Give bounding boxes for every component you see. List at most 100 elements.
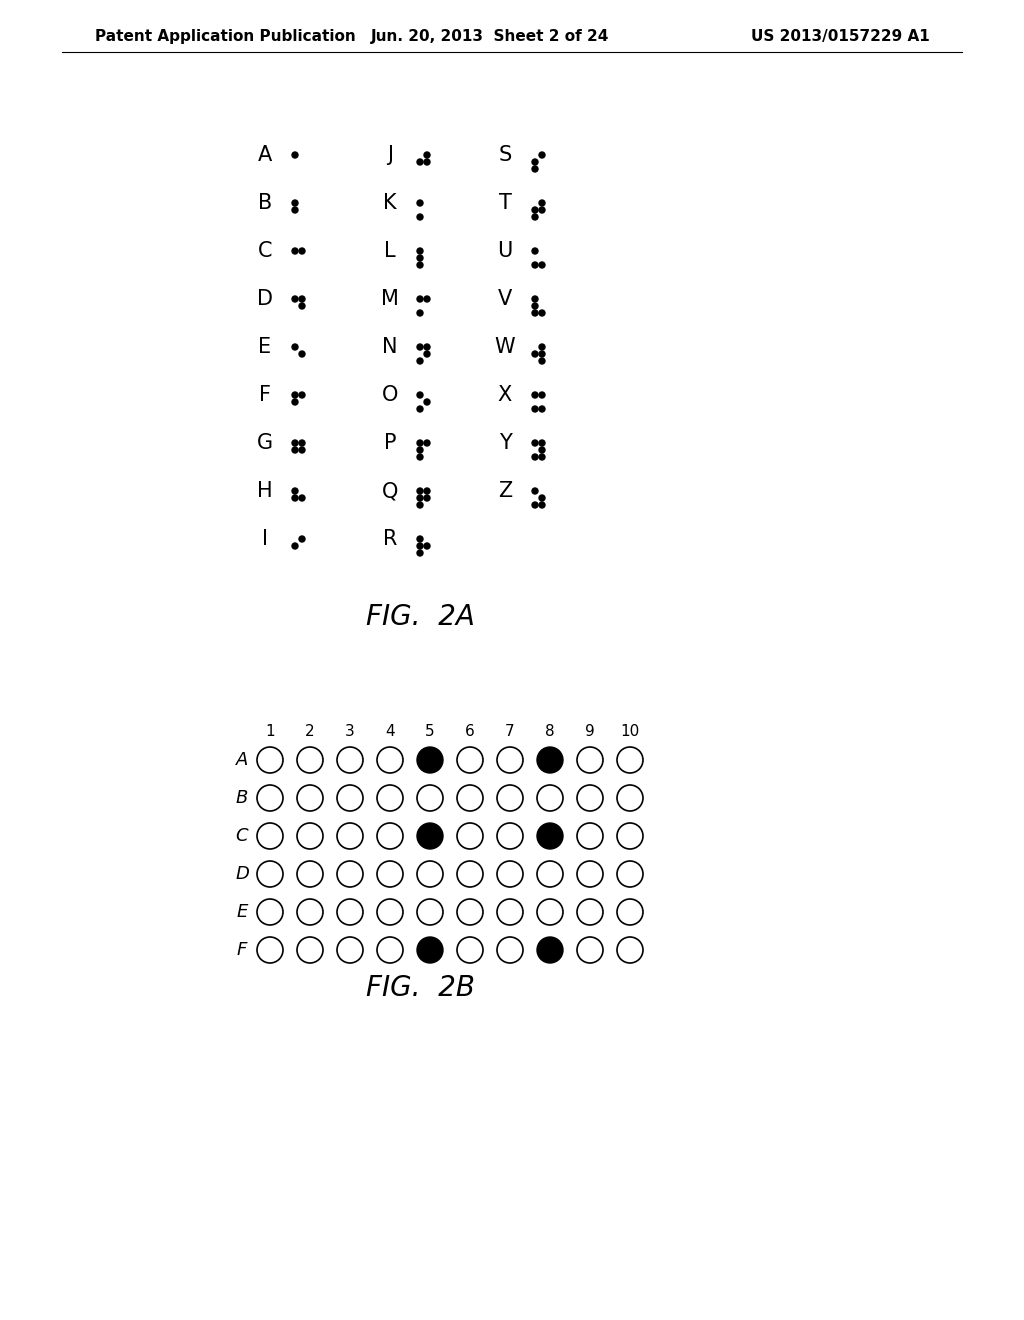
Circle shape [539, 351, 545, 356]
Circle shape [424, 495, 430, 502]
Text: S: S [499, 145, 512, 165]
Circle shape [417, 543, 423, 549]
Circle shape [292, 392, 298, 399]
Circle shape [532, 392, 538, 399]
Text: V: V [498, 289, 512, 309]
Text: R: R [383, 529, 397, 549]
Circle shape [424, 158, 430, 165]
Circle shape [417, 747, 443, 774]
Circle shape [292, 543, 298, 549]
Text: 7: 7 [505, 725, 515, 739]
Circle shape [532, 488, 538, 494]
Text: US 2013/0157229 A1: US 2013/0157229 A1 [752, 29, 930, 45]
Text: B: B [236, 789, 248, 807]
Circle shape [292, 447, 298, 453]
Circle shape [292, 399, 298, 405]
Circle shape [532, 214, 538, 220]
Circle shape [417, 201, 423, 206]
Text: E: E [258, 337, 271, 356]
Circle shape [292, 296, 298, 302]
Circle shape [417, 536, 423, 543]
Text: H: H [257, 480, 272, 502]
Text: 2: 2 [305, 725, 314, 739]
Text: 1: 1 [265, 725, 274, 739]
Circle shape [417, 358, 423, 364]
Circle shape [424, 296, 430, 302]
Circle shape [539, 440, 545, 446]
Circle shape [532, 166, 538, 172]
Circle shape [417, 214, 423, 220]
Text: X: X [498, 385, 512, 405]
Text: A: A [258, 145, 272, 165]
Circle shape [299, 304, 305, 309]
Circle shape [424, 351, 430, 356]
Text: 5: 5 [425, 725, 435, 739]
Circle shape [417, 550, 423, 556]
Text: FIG.  2B: FIG. 2B [366, 974, 474, 1002]
Circle shape [292, 440, 298, 446]
Text: C: C [236, 828, 248, 845]
Text: Z: Z [498, 480, 512, 502]
Circle shape [417, 447, 423, 453]
Circle shape [539, 392, 545, 399]
Text: C: C [258, 242, 272, 261]
Circle shape [292, 152, 298, 158]
Text: B: B [258, 193, 272, 213]
Circle shape [537, 747, 563, 774]
Circle shape [539, 502, 545, 508]
Text: 4: 4 [385, 725, 395, 739]
Circle shape [292, 345, 298, 350]
Text: FIG.  2A: FIG. 2A [366, 603, 474, 631]
Text: O: O [382, 385, 398, 405]
Circle shape [424, 345, 430, 350]
Text: W: W [495, 337, 515, 356]
Circle shape [424, 543, 430, 549]
Circle shape [299, 440, 305, 446]
Text: J: J [387, 145, 393, 165]
Text: G: G [257, 433, 273, 453]
Circle shape [417, 407, 423, 412]
Text: A: A [236, 751, 248, 770]
Circle shape [539, 407, 545, 412]
Circle shape [537, 937, 563, 964]
Text: Q: Q [382, 480, 398, 502]
Circle shape [539, 454, 545, 459]
Circle shape [299, 248, 305, 253]
Text: 10: 10 [621, 725, 640, 739]
Circle shape [539, 201, 545, 206]
Circle shape [417, 255, 423, 261]
Text: U: U [498, 242, 513, 261]
Circle shape [537, 822, 563, 849]
Circle shape [539, 447, 545, 453]
Circle shape [532, 296, 538, 302]
Circle shape [539, 345, 545, 350]
Circle shape [417, 345, 423, 350]
Circle shape [424, 399, 430, 405]
Text: K: K [383, 193, 397, 213]
Circle shape [539, 358, 545, 364]
Circle shape [532, 207, 538, 213]
Circle shape [417, 158, 423, 165]
Circle shape [292, 248, 298, 253]
Circle shape [532, 261, 538, 268]
Circle shape [299, 495, 305, 502]
Text: N: N [382, 337, 397, 356]
Circle shape [532, 248, 538, 253]
Circle shape [417, 822, 443, 849]
Circle shape [539, 152, 545, 158]
Circle shape [417, 310, 423, 315]
Circle shape [539, 310, 545, 315]
Text: D: D [257, 289, 273, 309]
Circle shape [532, 304, 538, 309]
Circle shape [417, 495, 423, 502]
Circle shape [292, 201, 298, 206]
Text: Patent Application Publication: Patent Application Publication [95, 29, 355, 45]
Circle shape [532, 351, 538, 356]
Text: I: I [262, 529, 268, 549]
Text: T: T [499, 193, 511, 213]
Circle shape [532, 310, 538, 315]
Circle shape [299, 351, 305, 356]
Circle shape [532, 158, 538, 165]
Circle shape [292, 488, 298, 494]
Text: M: M [381, 289, 399, 309]
